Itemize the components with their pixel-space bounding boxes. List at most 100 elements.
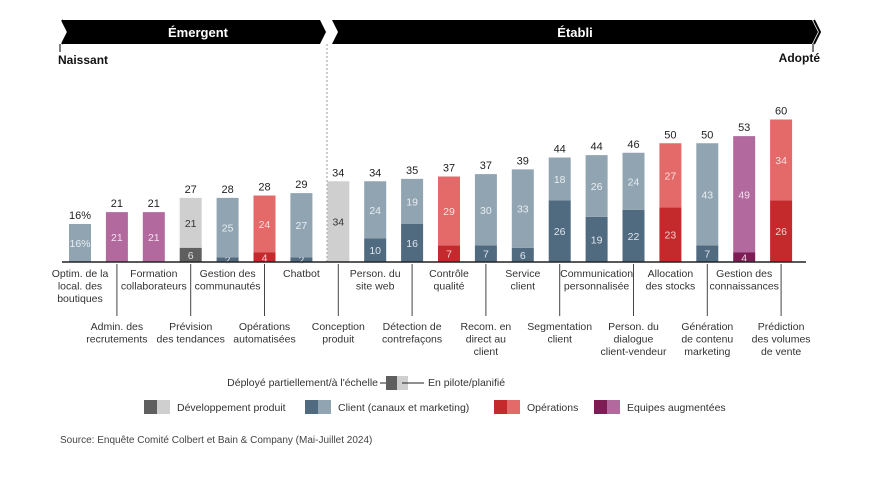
bar: 19 26 44 (585, 141, 608, 262)
segment-label-pilot: 24 (628, 176, 640, 188)
bar-segment-pilot (253, 195, 276, 253)
bar: 16 19 35 (401, 165, 424, 262)
bar: 7 43 50 (696, 129, 719, 262)
bar-total-label: 16% (69, 210, 91, 222)
band-end-chevron (813, 19, 822, 45)
segment-label-deployed: 2 (225, 255, 231, 267)
segment-label-pilot: 24 (259, 219, 271, 231)
bar-segment-pilot (474, 174, 497, 246)
segment-label-pilot: 21 (185, 218, 197, 230)
bar: 26 34 60 (770, 106, 793, 262)
phase-label-emergent: Émergent (168, 25, 229, 40)
legend-swatch-pilot (157, 400, 170, 414)
bar-segment-pilot (327, 181, 350, 262)
category-label-line: Recom. en (461, 321, 512, 333)
legend-swatch-pilot (507, 400, 520, 414)
phase-band-emergent (62, 20, 326, 44)
category-label-line: Prédiction (758, 321, 805, 333)
category-label-line: boutiques (57, 293, 103, 305)
bar-segment-pilot (105, 212, 128, 262)
category-label-line: Optim. de la (52, 268, 109, 280)
bar-segment-pilot (290, 193, 313, 258)
bar-segment-deployed (179, 247, 202, 262)
segment-label-pilot: 43 (701, 189, 713, 201)
bar-segment-pilot (659, 143, 682, 208)
bar-segment-pilot (142, 212, 165, 262)
phase-label-etabli: Établi (557, 25, 592, 40)
segment-label-pilot: 30 (480, 205, 492, 217)
legend-swatch-pilot (318, 400, 331, 414)
category-label-line: collaborateurs (121, 281, 187, 293)
bar: 2 27 29 (290, 179, 313, 267)
category-label-line: site web (356, 281, 395, 293)
bar-total-label: 39 (517, 155, 529, 167)
legend-status-swatch-deployed (386, 376, 397, 390)
segment-label-deployed: 26 (775, 226, 787, 238)
legend-label: Equipes augmentées (627, 402, 726, 414)
bar: 34 34 (327, 167, 350, 262)
bar: 2 25 28 (216, 184, 239, 267)
source-note: Source: Enquête Comité Colbert et Bain &… (60, 435, 372, 446)
category-label-line: Génération (681, 321, 733, 333)
bar-segment-deployed (585, 216, 608, 262)
category-label-line: Détection de (383, 321, 442, 333)
segment-label-deployed: 7 (483, 249, 489, 261)
bar-total-label: 50 (664, 129, 676, 141)
legend-swatch-pilot (607, 400, 620, 414)
phase-band-etabli (332, 20, 818, 44)
legend-swatch-deployed (305, 400, 318, 414)
category-label-line: de contenu (681, 334, 733, 346)
bar: 4 49 53 (733, 122, 756, 264)
bar: 21 21 (142, 198, 165, 262)
category-label-line: de vente (761, 346, 801, 358)
bar-segment-deployed (770, 200, 793, 262)
bar: 23 27 50 (659, 129, 682, 262)
bar: 21 21 (105, 198, 128, 262)
bar: 16% 16% (69, 210, 91, 262)
category-label-line: Person. du (608, 321, 659, 333)
legend-label: Opérations (527, 402, 578, 414)
category-label-line: marketing (684, 346, 730, 358)
bar: 7 30 37 (474, 160, 497, 262)
band-start-chevron (61, 19, 70, 45)
bar-segment-pilot (548, 157, 571, 201)
bar-total-label: 34 (369, 167, 381, 179)
category-label-line: client (474, 346, 499, 358)
bar-segment-pilot (401, 178, 424, 224)
segment-label-pilot: 29 (443, 206, 455, 218)
category-label-line: Gestion des (200, 268, 256, 280)
segment-label-pilot: 27 (665, 170, 677, 182)
bar-segment-deployed (622, 209, 645, 262)
bar-total-label: 60 (775, 106, 787, 118)
category-label-line: communautés (195, 281, 261, 293)
bar-segment-pilot (770, 119, 793, 201)
bar-segment-deployed (216, 257, 239, 262)
segment-label-pilot: 49 (738, 189, 750, 201)
bar: 22 24 46 (622, 139, 645, 262)
category-label-line: Segmentation (527, 321, 592, 333)
bar-segment-pilot (364, 181, 387, 239)
category-label-line: Opérations (239, 321, 290, 333)
category-label-line: des tendances (157, 334, 225, 346)
bar-segment-pilot (733, 136, 756, 253)
segment-label-pilot: 19 (406, 196, 418, 208)
category-label-line: Gestion des (716, 268, 772, 280)
segment-label-deployed: 6 (188, 250, 194, 262)
legend-status-deployed: Déployé partiellement/à l'échelle (227, 377, 378, 389)
bar-segment-pilot (216, 197, 239, 258)
category-label-line: produit (322, 334, 354, 346)
category-label-line: Service (505, 268, 540, 280)
bar-segment-deployed (253, 252, 276, 262)
phase-banner: Émergent Établi Naissant Adopté (58, 19, 822, 67)
start-label-naissant: Naissant (58, 53, 108, 67)
category-label-line: Admin. des (91, 321, 144, 333)
